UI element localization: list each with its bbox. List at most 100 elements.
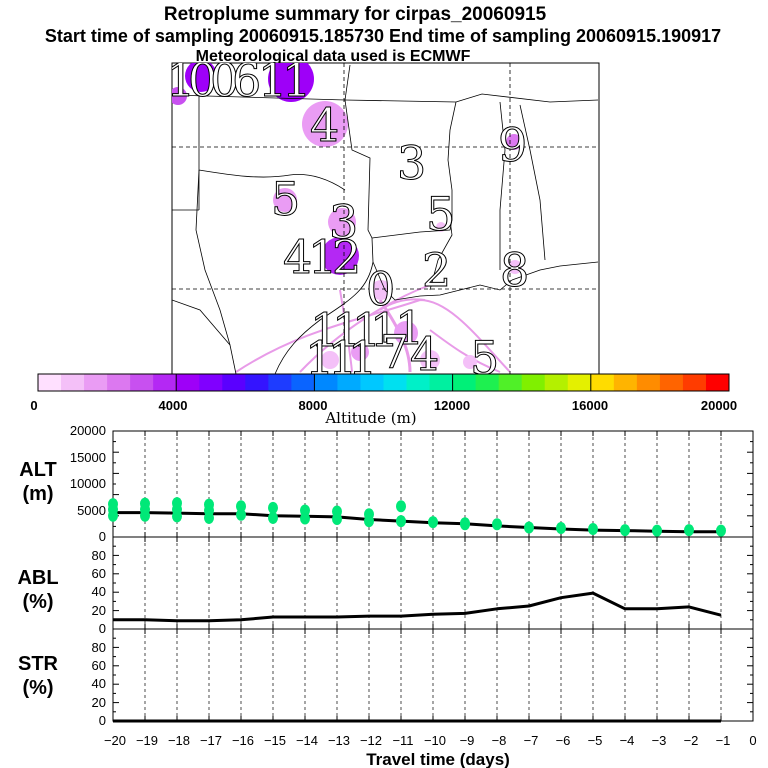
map-label: 1 [352,303,381,357]
map-label: 0 [366,262,395,316]
colorbar-swatch [222,374,246,391]
coastline [372,261,513,301]
abl-panel-plot [112,536,754,630]
map-label: 2 [332,230,361,284]
map-panel: 1 0 0 6 1 1 4 3 9 5 3 5 4 1 2 2 8 0 1 1 [166,53,600,385]
str-panel-plot [112,628,754,723]
x-tick: −16 [232,733,254,748]
alt-point [364,515,374,528]
alt-line [113,511,721,534]
x-tick: −15 [264,733,286,748]
alt-panel-plot [108,430,754,538]
colorbar-swatch [636,374,661,391]
state-border [429,219,453,291]
state-border [499,101,506,270]
plume-blob [463,355,477,369]
plume-blob [302,101,348,147]
map-label: 8 [500,243,529,297]
colorbar-swatch [38,374,62,391]
colorbar-tick-label: 16000 [572,398,608,413]
map-label: 7 [380,325,409,379]
alt-point [268,511,278,524]
plume-blob [506,134,522,150]
abl-y-tick: 0 [99,621,106,636]
x-tick: −19 [136,733,158,748]
map-label: 1 [310,303,339,357]
colorbar-tick-label: 12000 [434,398,470,413]
alt-point [524,521,534,534]
map-label: 1 [166,53,195,107]
alt-panel-label: ALT [19,459,56,481]
abl-panel-label: ABL [17,567,58,589]
alt-point [108,509,118,522]
state-border [344,99,374,263]
map-label: 1 [332,303,361,357]
map-label: 5 [426,187,455,241]
map-label: 4 [283,230,312,284]
alt-point [588,523,598,536]
map-label: 0 [188,53,217,107]
map-label: 1 [308,230,337,284]
map-label: 5 [470,331,499,385]
colorbar-swatch [360,374,384,391]
alt-point [236,500,246,513]
map-label: 3 [397,136,426,190]
state-border [344,93,599,103]
colorbar-swatch [659,374,684,391]
alt-point [204,511,214,524]
alt-point [140,509,150,522]
alt-point [460,518,470,531]
colorbar-tick-label: 0 [30,398,37,413]
colorbar-swatch [268,374,292,391]
colorbar-swatch [406,374,431,391]
figure-title: Retroplume summary for cirpas_20060915 [164,4,547,25]
x-tick: −1 [716,733,731,748]
colorbar-swatch [590,374,615,391]
x-tick: −7 [524,733,539,748]
plume-blob [371,280,391,300]
colorbar-swatch [613,374,638,391]
colorbar-tick-label: 4000 [159,398,188,413]
colorbar-tick-label: 20000 [701,398,737,413]
x-tick: −4 [620,733,635,748]
map-label: 1 [395,301,424,355]
map-frame [171,62,600,375]
str-y-tick: 60 [92,658,106,673]
map-gridlines [172,63,599,374]
map-label: 6 [232,53,261,107]
colorbar-swatch [521,374,546,391]
sampling-times: Start time of sampling 20060915.185730 E… [45,26,721,46]
plume-blob [268,63,314,102]
alt-point [332,512,342,525]
map-label: 1 [282,53,311,107]
str-panel-unit: (%) [22,677,53,699]
alt-point [620,524,630,537]
colorbar-swatch [705,374,730,391]
abl-y-tick: 80 [92,548,106,563]
plume-trajectory [429,329,501,373]
x-tick: −9 [460,733,475,748]
alt-point [684,524,694,537]
colorbar-swatch [544,374,569,391]
plume-blob [328,208,356,236]
plume-blob [273,188,297,212]
x-tick: −11 [392,733,413,748]
colorbar-swatch [429,374,454,391]
map-label: 1 [328,331,357,385]
map-label: 3 [329,195,358,249]
map-boundaries [172,64,599,374]
colorbar-swatch [153,374,177,391]
chart-marks [108,430,754,723]
map-label: 4 [310,98,339,152]
state-border [519,104,546,261]
alt-y-tick: 5000 [77,503,106,518]
coastline [274,261,374,374]
map-label: 5 [271,172,300,226]
map-label: 2 [422,243,451,297]
alt-y-tick: 15000 [70,450,106,465]
x-tick: −12 [360,733,382,748]
str-y-tick: 20 [92,695,106,710]
colorbar-swatch [498,374,523,391]
plume-blob [172,87,187,105]
map-label: 1 [348,331,377,385]
